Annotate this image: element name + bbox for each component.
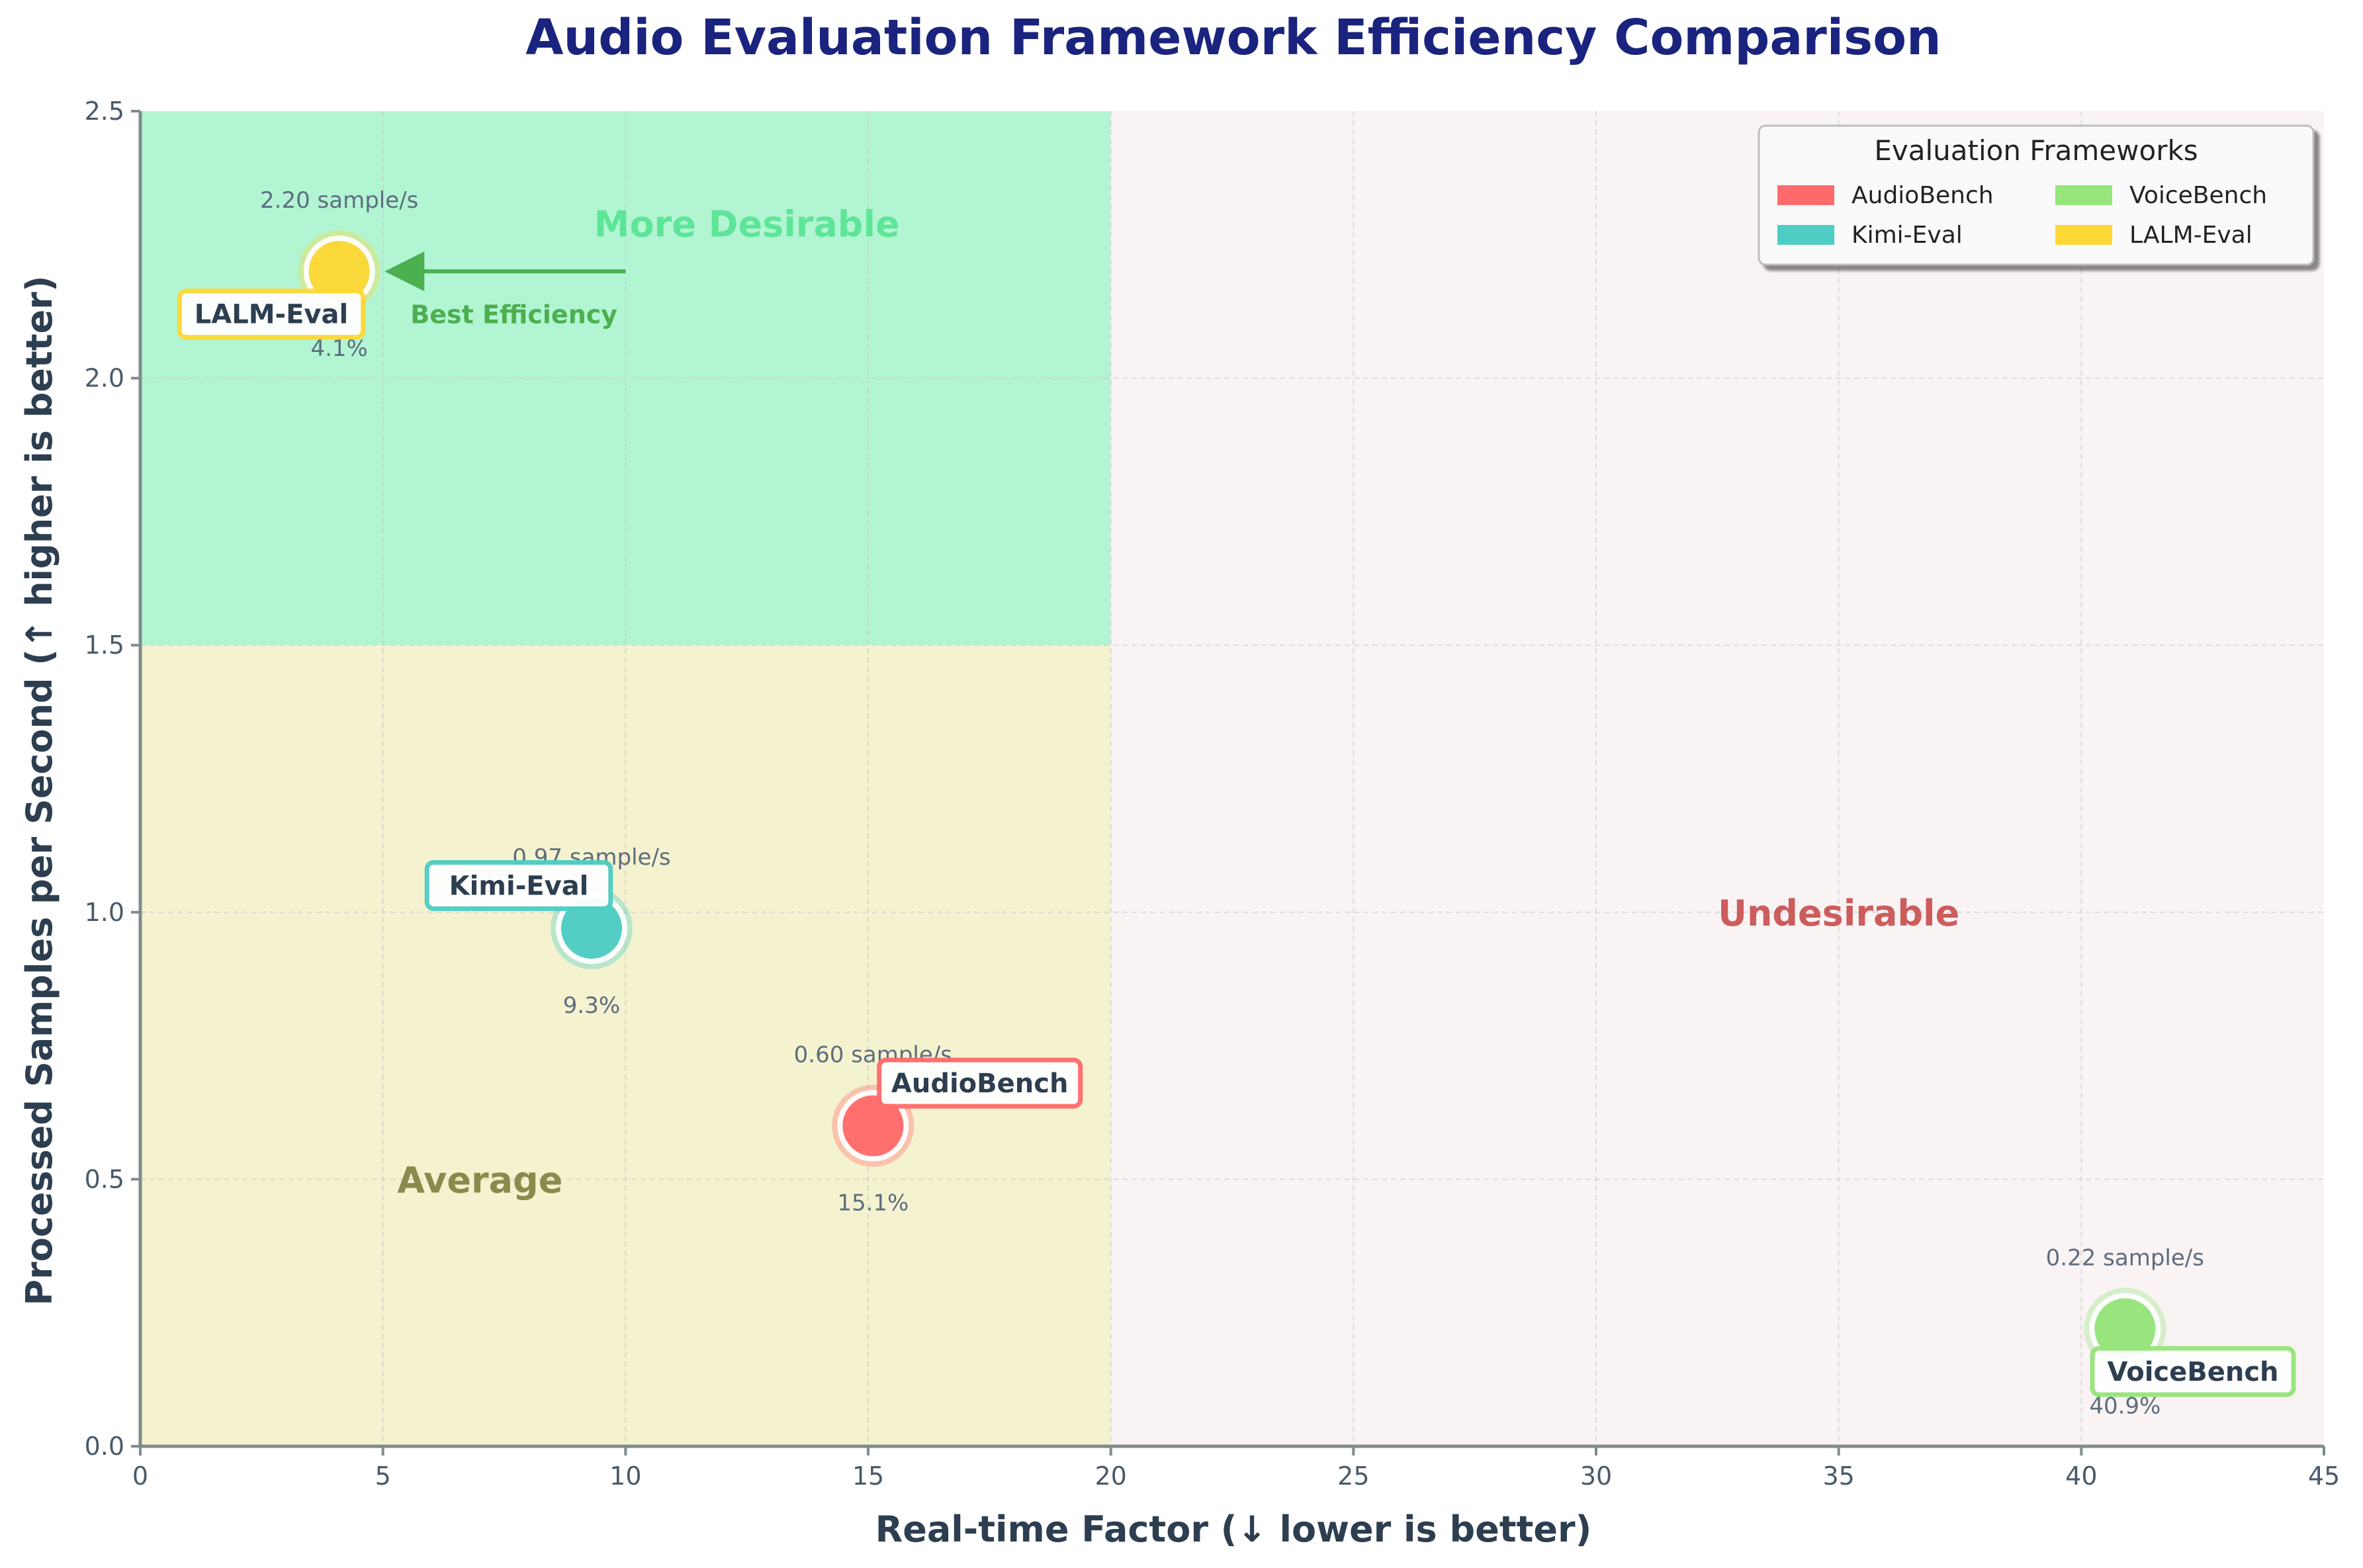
point-group-voicebench: 0.22 sample/s 40.9% VoiceBench bbox=[2046, 1244, 2296, 1419]
point-name-label: AudioBench bbox=[891, 1068, 1069, 1099]
region-undesirable bbox=[1110, 111, 2324, 1446]
point-name-box bbox=[877, 1057, 1083, 1109]
legend-entry: VoiceBench bbox=[2129, 182, 2267, 209]
point-name-box bbox=[424, 859, 613, 911]
point-percent-label: 40.9% bbox=[2089, 1393, 2161, 1419]
x-tick-label: 0 bbox=[132, 1461, 148, 1491]
grid-layer bbox=[140, 111, 2324, 1446]
point-rate-label: 2.20 sample/s bbox=[260, 187, 418, 214]
y-tick-label: 1.5 bbox=[85, 631, 124, 660]
y-tick-label: 0.0 bbox=[85, 1432, 124, 1461]
y-tick-labels: 0.0 0.5 1.0 1.5 2.0 2.5 bbox=[85, 97, 140, 1461]
annotation-text: Best Efficiency bbox=[410, 300, 617, 329]
region-label-more-desirable: More Desirable bbox=[594, 204, 900, 245]
point-group-lalm-eval: 2.20 sample/s 4.1% LALM-Eval bbox=[177, 187, 418, 362]
x-tick-label: 20 bbox=[1094, 1461, 1126, 1491]
point-rate-label: 0.22 sample/s bbox=[2046, 1244, 2204, 1271]
legend: Evaluation Frameworks AudioBench Kimi-Eval… bbox=[1758, 124, 2315, 266]
x-tick-label: 10 bbox=[609, 1461, 641, 1491]
x-axis-label: Real-time Factor (↓ lower is better) bbox=[875, 1508, 1592, 1550]
point-name-label: LALM-Eval bbox=[195, 300, 348, 330]
legend-entry: LALM-Eval bbox=[2129, 222, 2252, 249]
legend-box bbox=[1758, 124, 2315, 266]
point-name-box bbox=[177, 288, 366, 340]
x-tick-labels: 0 5 10 15 20 25 30 35 40 45 bbox=[132, 1446, 2340, 1491]
legend-entry: AudioBench bbox=[1851, 182, 1994, 209]
best-efficiency-annotation: Best Efficiency bbox=[384, 251, 626, 329]
x-tick-label: 30 bbox=[1580, 1461, 1612, 1491]
data-point bbox=[837, 1090, 909, 1162]
x-tick-label: 35 bbox=[1822, 1461, 1854, 1491]
point-group-kimi-eval: 0.97 sample/s9.3%Kimi-Eval bbox=[424, 844, 671, 1019]
x-tick-label: 5 bbox=[375, 1461, 391, 1491]
x-tick-label: 40 bbox=[2065, 1461, 2097, 1491]
y-tick-label: 2.0 bbox=[85, 364, 124, 393]
x-tick-label: 15 bbox=[852, 1461, 884, 1491]
x-tick-label: 25 bbox=[1337, 1461, 1369, 1491]
y-tick-label: 1.0 bbox=[85, 898, 124, 927]
chart-title: Audio Evaluation Framework Efficiency Co… bbox=[525, 9, 1941, 66]
region-labels: More Desirable Average Undesirable bbox=[397, 204, 1959, 1201]
legend-entry: Kimi-Eval bbox=[1851, 222, 1963, 249]
point-group-audiobench: 0.60 sample/s15.1%AudioBench bbox=[794, 1042, 1083, 1217]
legend-swatch bbox=[2055, 225, 2112, 245]
legend-swatch bbox=[1777, 225, 1834, 245]
point-percent-label: 9.3% bbox=[563, 992, 620, 1019]
x-tick-label: 45 bbox=[2308, 1461, 2340, 1491]
point-percent-label: 4.1% bbox=[310, 335, 367, 362]
point-name-label: Kimi-Eval bbox=[449, 871, 589, 901]
region-label-undesirable: Undesirable bbox=[1718, 893, 1959, 934]
y-tick-label: 0.5 bbox=[85, 1164, 124, 1194]
y-tick-label: 2.5 bbox=[85, 97, 124, 126]
region-label-average: Average bbox=[397, 1159, 562, 1201]
legend-swatch bbox=[2055, 185, 2112, 205]
region-layer bbox=[140, 111, 2324, 1447]
legend-swatch bbox=[1777, 185, 1834, 205]
point-name-box bbox=[2090, 1346, 2296, 1397]
point-name-label: VoiceBench bbox=[2107, 1357, 2278, 1387]
legend-title: Evaluation Frameworks bbox=[1874, 134, 2198, 167]
point-percent-label: 15.1% bbox=[837, 1190, 909, 1217]
axes-layer bbox=[138, 111, 2324, 1448]
y-axis-label: Processed Samples per Second (↑ higher i… bbox=[19, 276, 60, 1306]
